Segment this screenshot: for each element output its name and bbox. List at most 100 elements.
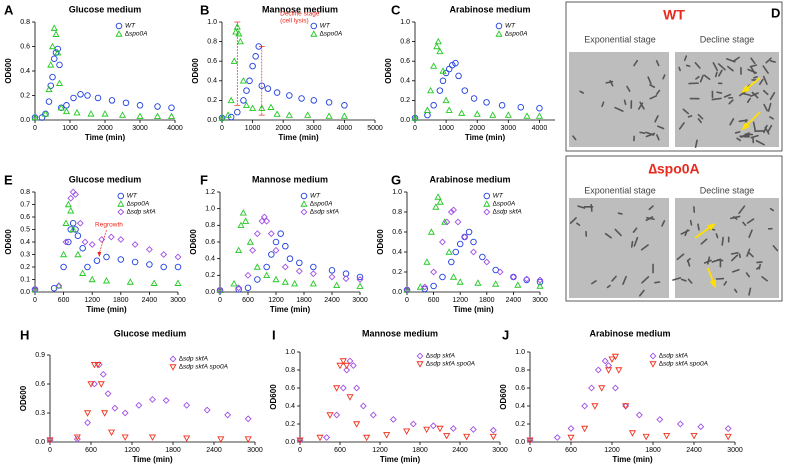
point (94, 361, 102, 369)
point (160, 263, 167, 271)
cell (697, 118, 702, 124)
cell (630, 240, 634, 248)
point (489, 111, 497, 118)
y-axis-label: OD600 (384, 58, 393, 84)
point (310, 263, 317, 271)
cell (712, 62, 719, 71)
y-tick-label: 0.0 (20, 289, 30, 296)
point (346, 357, 354, 365)
point (353, 421, 361, 428)
cell (747, 251, 754, 258)
y-tick-label: 0.0 (392, 289, 402, 296)
point (697, 423, 705, 431)
legend-label: ∆spo0A (127, 201, 149, 208)
point (263, 263, 270, 271)
cell (752, 121, 757, 132)
point (150, 279, 158, 286)
point (434, 37, 442, 45)
cell (617, 212, 623, 215)
point (426, 86, 435, 94)
cell (697, 223, 700, 231)
point (470, 248, 477, 256)
point (605, 367, 613, 374)
cell (695, 75, 700, 80)
point (498, 102, 506, 109)
x-tick-label: 3000 (306, 125, 322, 132)
point (224, 411, 232, 419)
legend-label: ∆sdp skfA (179, 356, 208, 363)
x-tick-label: 600 (58, 297, 70, 304)
point (67, 207, 75, 214)
point (121, 409, 129, 417)
legend-marker (117, 192, 125, 200)
point (690, 433, 698, 440)
y-tick-label: 0.0 (205, 289, 215, 296)
y-axis-label: OD600 (4, 229, 13, 255)
x-tick-label: 600 (565, 447, 577, 454)
cell (683, 55, 688, 62)
cell (687, 278, 693, 284)
point (117, 256, 125, 263)
point (436, 425, 444, 433)
point (333, 411, 341, 419)
point (333, 385, 341, 392)
point (663, 433, 671, 440)
cell (755, 266, 760, 270)
cell (746, 218, 755, 224)
cell (645, 132, 656, 138)
cell (744, 134, 750, 138)
point (286, 92, 293, 99)
point (509, 273, 517, 281)
x-tick-label: 4000 (532, 125, 548, 132)
legend-label: ∆spo0A (125, 31, 147, 38)
point (50, 24, 58, 31)
point (272, 238, 280, 246)
point (342, 275, 350, 283)
y-tick-label: 0.9 (35, 352, 45, 359)
point (356, 273, 364, 281)
point (230, 279, 238, 287)
legend-marker (416, 352, 424, 360)
panel-letter: B (200, 2, 209, 17)
x-tick-label: 0 (33, 297, 37, 304)
point (146, 261, 153, 268)
y-tick-label: 0.0 (515, 439, 525, 446)
point (514, 281, 522, 288)
cell (734, 131, 741, 134)
point (263, 217, 271, 225)
chart-title: Mannose medium (262, 4, 338, 14)
legend-label: ∆sdp skfA (659, 353, 688, 360)
point (107, 429, 116, 437)
point (430, 268, 438, 276)
point (272, 246, 280, 254)
point (77, 91, 84, 98)
point (427, 228, 435, 235)
x-tick-label: 1200 (84, 297, 100, 304)
chart-title: Arabinose medium (429, 174, 510, 184)
x-tick-label: 0 (528, 447, 532, 454)
point (81, 238, 89, 246)
y-tick-label: 0.4 (205, 256, 215, 263)
point (452, 248, 460, 256)
point (470, 238, 477, 246)
legend-label: ∆spo0A (320, 31, 342, 38)
y-axis-label: OD600 (376, 229, 385, 255)
point (240, 97, 247, 104)
cell (714, 71, 718, 78)
point (611, 353, 619, 361)
point (615, 367, 623, 374)
point (436, 47, 444, 55)
cell (640, 244, 649, 251)
legend-label: WT (127, 193, 138, 200)
y-tick-label: 0.8 (20, 19, 30, 26)
point (104, 390, 112, 398)
x-tick-label: 0 (298, 447, 302, 454)
cell (734, 288, 738, 293)
point (591, 403, 599, 410)
point (267, 103, 275, 110)
point (246, 238, 254, 245)
x-tick-label: 2400 (686, 447, 702, 454)
point (298, 95, 305, 102)
point (403, 428, 411, 435)
point (339, 358, 347, 365)
